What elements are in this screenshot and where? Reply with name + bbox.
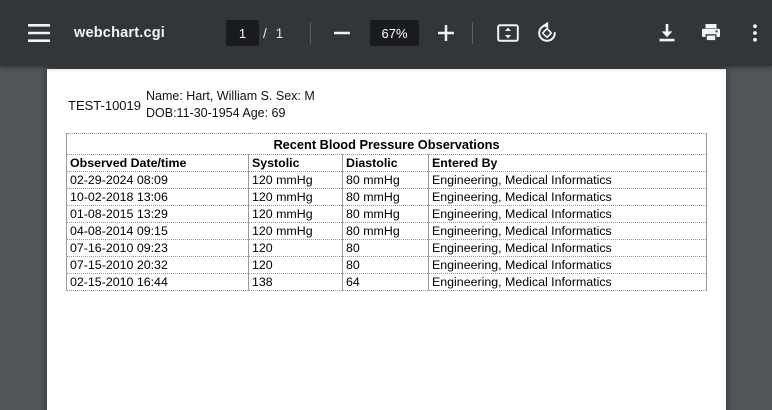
table-row: 02-29-2024 08:09 120 mmHg 80 mmHg Engine… bbox=[66, 171, 708, 189]
patient-name-sex-line: Name: Hart, William S. Sex: M bbox=[146, 89, 315, 103]
table-title-row: Recent Blood Pressure Observations bbox=[65, 133, 708, 155]
cell-entered-by: Engineering, Medical Informatics bbox=[427, 273, 708, 291]
cell-entered-by: Engineering, Medical Informatics bbox=[427, 205, 708, 223]
zoom-level-display[interactable]: 67% bbox=[370, 20, 419, 46]
cell-systolic: 120 bbox=[248, 256, 343, 274]
zoom-in-button[interactable] bbox=[431, 18, 461, 48]
cell-entered-by: Engineering, Medical Informatics bbox=[427, 188, 708, 206]
cell-observed: 02-15-2010 16:44 bbox=[66, 273, 249, 291]
pdf-viewer-toolbar: webchart.cgi / 1 67% bbox=[0, 0, 772, 66]
page-total: 1 bbox=[275, 25, 284, 41]
zoom-level-value: 67% bbox=[381, 25, 408, 41]
plus-icon bbox=[435, 22, 457, 44]
three-dot-menu-icon bbox=[744, 22, 766, 44]
cell-entered-by: Engineering, Medical Informatics bbox=[427, 171, 708, 189]
patient-id: TEST-10019 bbox=[68, 97, 141, 113]
column-header-entered-by: Entered By bbox=[427, 154, 708, 172]
cell-diastolic: 64 bbox=[342, 273, 429, 291]
cell-entered-by: Engineering, Medical Informatics bbox=[427, 222, 708, 240]
patient-dob-age-line: DOB:11-30-1954 Age: 69 bbox=[146, 106, 286, 120]
toolbar-divider bbox=[472, 22, 473, 44]
hamburger-menu-icon bbox=[27, 21, 51, 45]
toolbar-divider bbox=[310, 22, 311, 44]
pdf-viewer-content-area[interactable]: TEST-10019 Name: Hart, William S. Sex: M… bbox=[0, 66, 772, 410]
table-row: 07-16-2010 09:23 120 80 Engineering, Med… bbox=[66, 239, 708, 257]
page-count: / 1 bbox=[263, 0, 283, 66]
table-row: 02-15-2010 16:44 138 64 Engineering, Med… bbox=[66, 273, 708, 291]
cell-diastolic: 80 mmHg bbox=[342, 205, 429, 223]
column-header-systolic: Systolic bbox=[248, 154, 343, 172]
cell-observed: 01-08-2015 13:29 bbox=[66, 205, 249, 223]
download-button[interactable] bbox=[652, 18, 682, 48]
fit-to-page-icon bbox=[496, 21, 520, 45]
menu-button[interactable] bbox=[24, 18, 54, 48]
download-icon bbox=[655, 21, 679, 45]
column-header-diastolic: Diastolic bbox=[342, 154, 429, 172]
cell-observed: 07-15-2010 20:32 bbox=[66, 256, 249, 274]
rotate-counterclockwise-icon bbox=[535, 21, 559, 45]
table-row: 07-15-2010 20:32 120 80 Engineering, Med… bbox=[66, 256, 708, 274]
patient-demographics: Name: Hart, William S. Sex: M DOB:11-30-… bbox=[146, 88, 315, 122]
fit-to-page-button[interactable] bbox=[493, 18, 523, 48]
table-header-row: Observed Date/time Systolic Diastolic En… bbox=[66, 154, 708, 172]
table-title: Recent Blood Pressure Observations bbox=[65, 133, 708, 155]
cell-observed: 07-16-2010 09:23 bbox=[66, 239, 249, 257]
cell-diastolic: 80 bbox=[342, 239, 429, 257]
cell-diastolic: 80 mmHg bbox=[342, 222, 429, 240]
cell-systolic: 120 bbox=[248, 239, 343, 257]
cell-observed: 02-29-2024 08:09 bbox=[66, 171, 249, 189]
document-title: webchart.cgi bbox=[74, 25, 166, 41]
cell-systolic: 120 mmHg bbox=[248, 222, 343, 240]
cell-diastolic: 80 mmHg bbox=[342, 171, 429, 189]
cell-diastolic: 80 mmHg bbox=[342, 188, 429, 206]
cell-systolic: 120 mmHg bbox=[248, 171, 343, 189]
more-options-button[interactable] bbox=[742, 18, 768, 48]
zoom-out-button[interactable] bbox=[327, 18, 357, 48]
page-separator: / bbox=[263, 25, 267, 41]
table-row: 04-08-2014 09:15 120 mmHg 80 mmHg Engine… bbox=[66, 222, 708, 240]
cell-systolic: 120 mmHg bbox=[248, 188, 343, 206]
rotate-button[interactable] bbox=[532, 18, 562, 48]
cell-entered-by: Engineering, Medical Informatics bbox=[427, 239, 708, 257]
column-header-observed: Observed Date/time bbox=[66, 154, 249, 172]
cell-observed: 04-08-2014 09:15 bbox=[66, 222, 249, 240]
blood-pressure-table: Recent Blood Pressure Observations Obser… bbox=[65, 133, 708, 291]
cell-entered-by: Engineering, Medical Informatics bbox=[427, 256, 708, 274]
page-number-input[interactable] bbox=[226, 20, 259, 46]
cell-diastolic: 80 bbox=[342, 256, 429, 274]
table-row: 01-08-2015 13:29 120 mmHg 80 mmHg Engine… bbox=[66, 205, 708, 223]
patient-info-block: TEST-10019 Name: Hart, William S. Sex: M… bbox=[68, 88, 726, 122]
print-icon bbox=[699, 21, 723, 45]
cell-observed: 10-02-2018 13:06 bbox=[66, 188, 249, 206]
print-button[interactable] bbox=[696, 18, 726, 48]
cell-systolic: 120 mmHg bbox=[248, 205, 343, 223]
cell-systolic: 138 bbox=[248, 273, 343, 291]
pdf-page: TEST-10019 Name: Hart, William S. Sex: M… bbox=[47, 69, 726, 410]
table-row: 10-02-2018 13:06 120 mmHg 80 mmHg Engine… bbox=[66, 188, 708, 206]
minus-icon bbox=[331, 22, 353, 44]
